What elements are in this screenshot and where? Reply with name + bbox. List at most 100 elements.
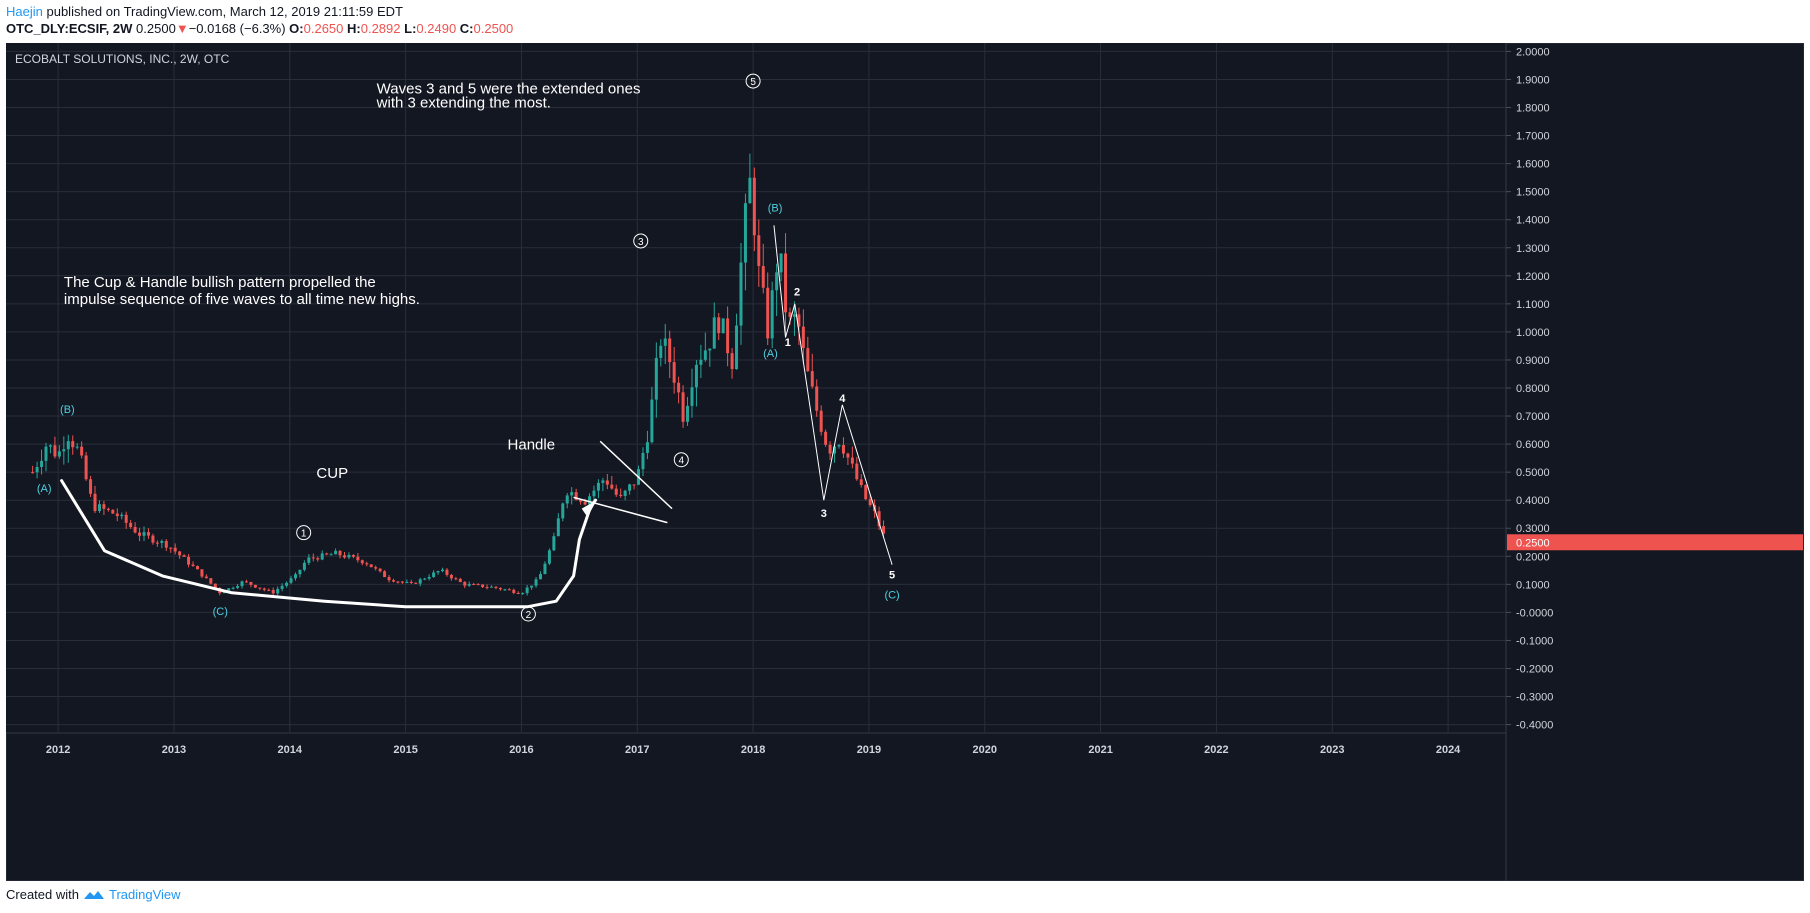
candle (650, 386, 654, 444)
chart-pane[interactable]: 2.0000 1.9000 1.8000 1.7000 1.6000 1.5000 1.40… (6, 43, 1804, 881)
y-tick-label: 0.1000 (1516, 579, 1550, 591)
candle (62, 436, 66, 465)
wave-label-abc: (A) (37, 483, 52, 495)
candle (708, 348, 712, 367)
candle (267, 588, 271, 592)
candle-body (859, 479, 863, 486)
candle-body (302, 562, 306, 570)
candle-body (605, 480, 609, 485)
y-tick-label: 1.6000 (1516, 159, 1550, 171)
candle-body (195, 566, 199, 570)
candle-body (601, 480, 605, 483)
candle (383, 570, 387, 578)
candle (668, 330, 672, 379)
candle-body (133, 527, 137, 533)
y-tick-label: 1.1000 (1516, 299, 1550, 311)
wave-label-abc: (A) (763, 348, 778, 360)
candle-body (169, 547, 173, 549)
candle-body (387, 577, 391, 581)
candle-body (547, 550, 551, 564)
candle-body (391, 580, 395, 582)
x-tick-label: 2024 (1436, 744, 1461, 756)
candle (155, 540, 159, 547)
y-tick-label: 0.5000 (1516, 467, 1550, 479)
candle (293, 572, 297, 581)
candle-body (182, 555, 186, 557)
candle (195, 565, 199, 570)
candle (498, 587, 502, 591)
x-tick-label: 2021 (1088, 744, 1112, 756)
candle-body (815, 386, 819, 411)
candle (187, 554, 191, 568)
candle-body (441, 569, 445, 572)
candle (565, 492, 569, 509)
candle-body (204, 576, 208, 579)
candle (436, 570, 440, 575)
price-chart[interactable]: 2.0000 1.9000 1.8000 1.7000 1.6000 1.5000 1.40… (6, 43, 1804, 881)
y-tick-label: 0.4000 (1516, 495, 1550, 507)
candle (40, 449, 44, 475)
candle (365, 561, 369, 567)
candle (289, 575, 293, 585)
wave-label-abc: (B) (768, 202, 783, 214)
candle (806, 336, 810, 372)
y-tick-label: 2.0000 (1516, 46, 1550, 58)
candle-body (703, 350, 707, 360)
candle (503, 588, 507, 591)
candle-body (472, 584, 476, 586)
candle (89, 475, 93, 498)
candle-body (476, 584, 480, 586)
tradingview-link[interactable]: TradingView (108, 887, 181, 902)
close-label: C: (459, 21, 474, 36)
candle-body (62, 449, 66, 452)
candle-body (855, 463, 859, 480)
candle-body (792, 314, 796, 317)
candle (209, 578, 213, 585)
candle-body (690, 387, 694, 406)
candle (561, 502, 565, 522)
candle-body (71, 441, 75, 448)
publish-header: Haejin published on TradingView.com, Mar… (6, 4, 403, 19)
candle-body (507, 589, 511, 591)
candle (338, 550, 342, 559)
wave-label-abc: (B) (60, 404, 75, 416)
candle (423, 577, 427, 581)
candle-body (75, 446, 79, 448)
candle (271, 587, 275, 596)
y-tick-label: -0.2000 (1516, 663, 1553, 675)
candle (458, 577, 462, 583)
candle (454, 576, 458, 581)
candle (276, 586, 280, 596)
candle-body (178, 551, 182, 556)
candle (833, 445, 837, 463)
candle-body (31, 472, 35, 474)
candle (258, 587, 262, 591)
cup-curve (60, 479, 598, 609)
candle (133, 522, 137, 534)
x-tick-label: 2022 (1204, 744, 1228, 756)
wave-label: 4 (679, 456, 685, 467)
candle-body (93, 493, 97, 512)
high-value: 0.2892 (360, 21, 401, 36)
author-link[interactable]: Haejin (6, 4, 43, 19)
candle (48, 444, 52, 454)
candle-body (244, 581, 248, 583)
candle-body (694, 364, 698, 388)
wave-label-minor: 1 (785, 337, 791, 349)
candle-body (632, 484, 636, 486)
candle-body (124, 514, 128, 523)
y-tick-label: 1.7000 (1516, 131, 1550, 143)
candle-body (342, 555, 346, 558)
candle-body (253, 584, 257, 588)
candle-body (668, 338, 672, 363)
symbol-label: OTC_DLY:ECSIF, 2W (6, 21, 133, 36)
y-tick-label: 1.3000 (1516, 243, 1550, 255)
candle (547, 548, 551, 566)
candle-body (378, 568, 382, 572)
candle-body (396, 581, 400, 583)
candle (556, 513, 560, 537)
candle (311, 553, 315, 562)
candle (57, 445, 61, 459)
y-tick-label: 1.2000 (1516, 271, 1550, 283)
waves-note-line2: with 3 extending the most. (376, 95, 551, 112)
